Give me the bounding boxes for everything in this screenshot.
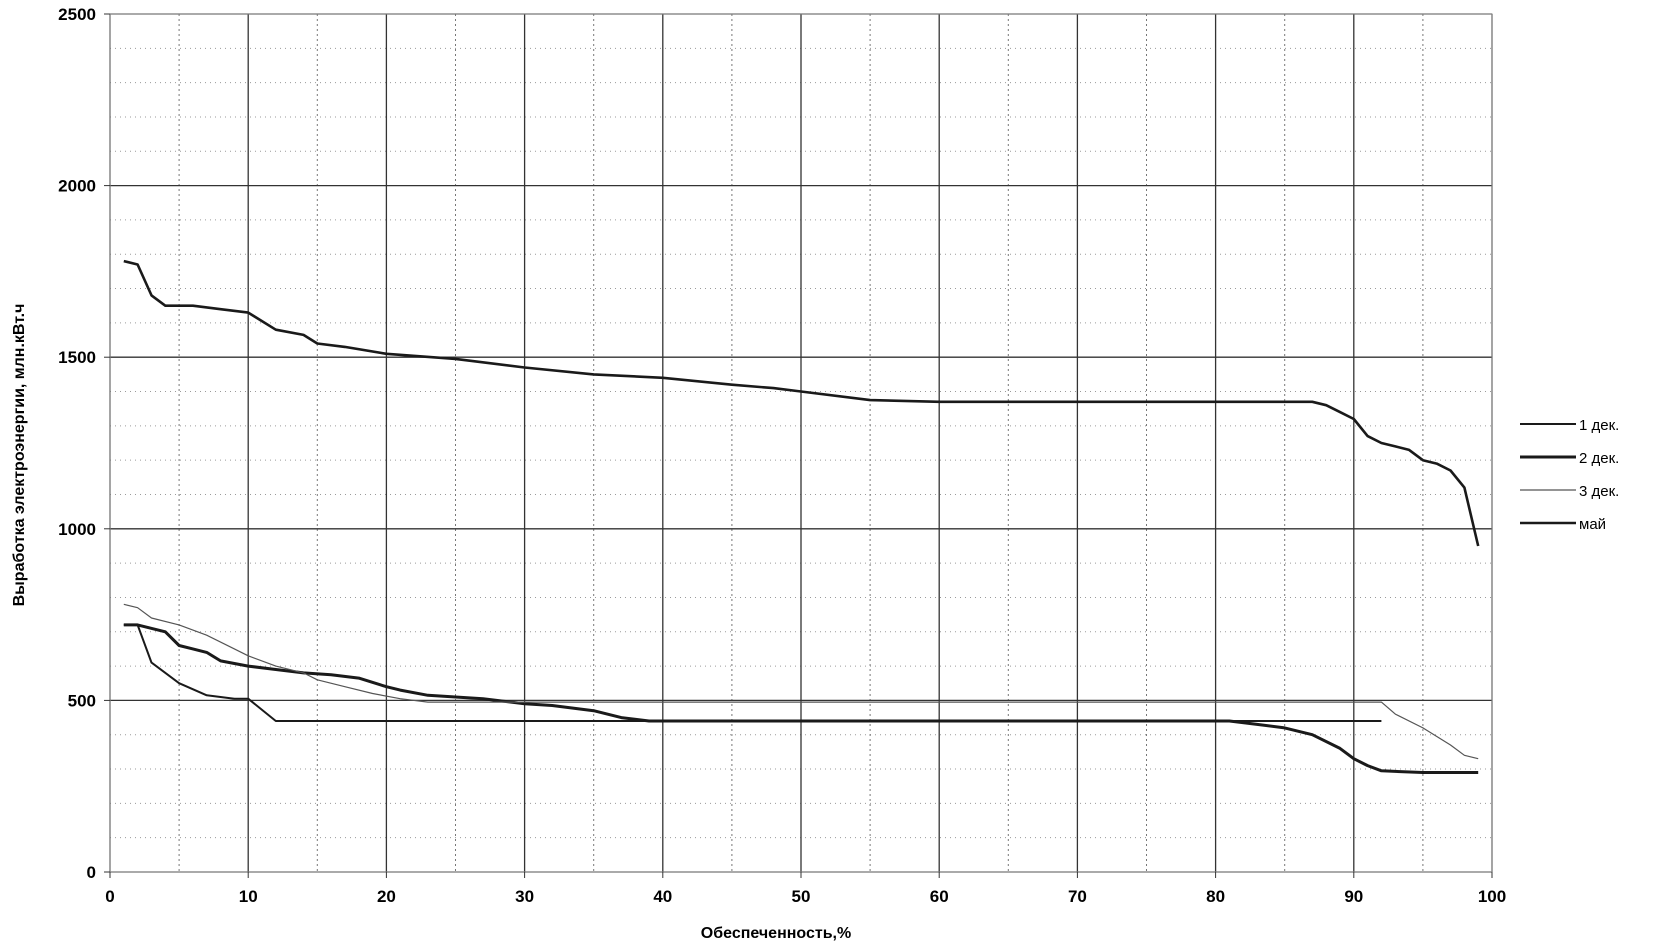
legend-label: 3 дек.	[1579, 483, 1619, 500]
y-axis-title: Выработка электроэнергии, млн.кВт.ч	[11, 304, 28, 607]
x-tick-label: 100	[1478, 887, 1506, 906]
x-tick-label: 70	[1068, 887, 1087, 906]
y-tick-label: 1500	[58, 348, 96, 367]
x-tick-label: 40	[653, 887, 672, 906]
series-lines	[123, 259, 1480, 774]
x-tick-label: 80	[1206, 887, 1225, 906]
x-tick-label: 30	[515, 887, 534, 906]
legend-label: 2 дек.	[1579, 450, 1619, 467]
x-tick-label: 0	[105, 887, 114, 906]
x-tick-label: 90	[1344, 887, 1363, 906]
legend-label: 1 дек.	[1579, 417, 1619, 434]
y-tick-label: 500	[68, 691, 96, 710]
x-tick-label: 60	[930, 887, 949, 906]
y-tick-label: 2000	[58, 177, 96, 196]
legend-label: май	[1579, 516, 1606, 533]
x-axis-ticks: 0 10 20 30 40 50 60 70 80 90 100	[105, 872, 1506, 906]
y-axis-ticks: 0 500 1000 1500 2000 2500	[58, 5, 110, 882]
x-axis-title: Обеспеченность,%	[701, 925, 851, 942]
grid	[109, 13, 1493, 873]
x-tick-label: 20	[377, 887, 396, 906]
y-tick-label: 1000	[58, 520, 96, 539]
series-line-2	[123, 623, 1479, 774]
y-tick-label: 0	[87, 863, 96, 882]
y-tick-label: 2500	[58, 5, 96, 24]
x-tick-label: 50	[792, 887, 811, 906]
legend: 1 дек. 2 дек. 3 дек. май	[1520, 417, 1619, 533]
x-tick-label: 10	[239, 887, 258, 906]
series-line-3	[123, 603, 1479, 760]
series-line-4	[123, 259, 1480, 547]
